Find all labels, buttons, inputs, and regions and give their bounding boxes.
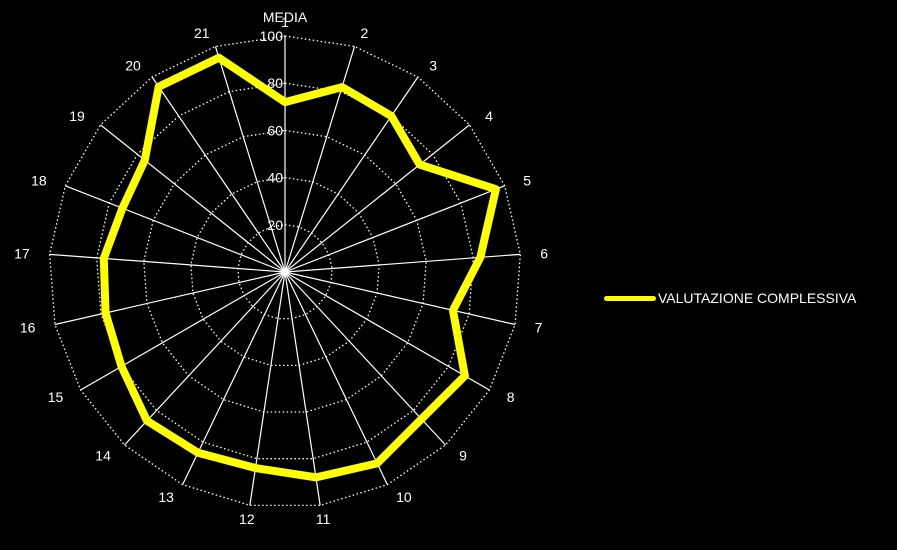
spoke (80, 271, 286, 391)
category-label: 7 (535, 320, 543, 336)
category-label: 16 (20, 320, 36, 336)
category-label: 8 (507, 389, 515, 405)
legend-label: VALUTAZIONE COMPLESSIVA (658, 290, 857, 306)
spoke (49, 253, 286, 273)
spoke (54, 271, 286, 326)
tick-label: 20 (267, 217, 283, 233)
category-label: 1 (281, 14, 289, 30)
spoke (284, 271, 516, 326)
spoke (65, 185, 286, 273)
spoke (284, 253, 521, 273)
series-line (99, 53, 500, 482)
grid-ring (237, 224, 333, 320)
spoke (284, 271, 490, 391)
category-label: 5 (523, 173, 531, 189)
category-label: 21 (194, 25, 210, 41)
tick-label: 100 (260, 28, 284, 44)
category-label: 4 (485, 108, 493, 124)
tick-labels: 20 40 60 80 100 (260, 28, 284, 233)
category-label: 19 (69, 108, 85, 124)
spoke (214, 46, 286, 273)
grid-ring (96, 82, 474, 460)
legend: VALUTAZIONE COMPLESSIVA (604, 290, 856, 306)
category-label: 3 (429, 57, 437, 73)
category-label: 15 (48, 389, 64, 405)
grid-ring (190, 176, 380, 366)
chart-title: MEDIA (263, 9, 308, 25)
category-label: 20 (125, 57, 141, 73)
category-label: 14 (95, 447, 111, 463)
spoke (284, 76, 419, 273)
series-layer (99, 53, 500, 482)
spoke (284, 271, 321, 506)
grid-rings (49, 35, 521, 507)
legend-swatch (604, 295, 656, 301)
spoke (284, 271, 388, 485)
category-label: 9 (459, 447, 467, 463)
category-label: 2 (360, 25, 368, 41)
category-label: 12 (239, 511, 255, 527)
category-label: 10 (396, 489, 412, 505)
spoke (124, 271, 286, 446)
spoke (100, 124, 286, 273)
category-label: 6 (540, 245, 548, 261)
category-label: 18 (31, 173, 47, 189)
spoke (284, 124, 470, 273)
category-label: 17 (14, 245, 30, 261)
spoke (284, 46, 356, 273)
spoke (151, 76, 286, 273)
category-label: 13 (158, 489, 174, 505)
spoke (284, 185, 505, 273)
category-label: 11 (316, 511, 331, 527)
tick-label: 40 (267, 170, 283, 186)
tick-label: 80 (267, 75, 283, 91)
tick-label: 60 (267, 122, 283, 138)
